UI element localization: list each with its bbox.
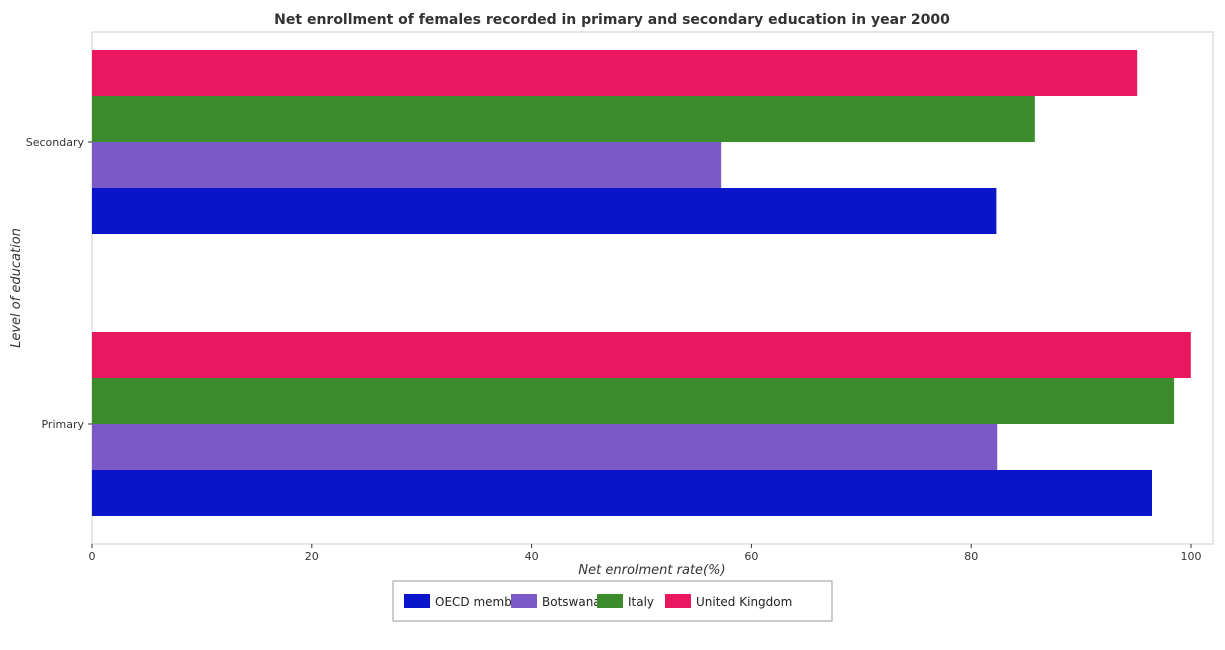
x-tick-label: 100 xyxy=(1181,550,1202,563)
legend-label-oecd-members: OECD members xyxy=(435,595,530,609)
legend-swatch-united-kingdom xyxy=(665,594,691,608)
x-axis-ticks: 0 20 40 60 80 100 xyxy=(89,544,1202,563)
bar-primary-botswana xyxy=(92,424,998,470)
x-tick-label: 60 xyxy=(744,550,758,563)
bar-secondary-italy xyxy=(92,96,1035,142)
legend-swatch-oecd-members xyxy=(404,594,430,608)
bar-primary-oecd-members xyxy=(92,470,1153,516)
bar-secondary-oecd-members xyxy=(92,188,997,234)
bar-secondary-united-kingdom xyxy=(92,50,1138,96)
bar-primary-italy xyxy=(92,378,1175,424)
x-axis-label: Net enrolment rate(%) xyxy=(578,563,725,578)
legend-swatch-botswana xyxy=(511,594,537,608)
x-tick-label: 20 xyxy=(305,550,319,563)
chart-title: Net enrollment of females recorded in pr… xyxy=(274,12,950,28)
x-tick-label: 80 xyxy=(964,550,978,563)
legend-label-italy: Italy xyxy=(628,595,654,609)
y-tick-label-secondary: Secondary xyxy=(26,136,85,149)
legend-swatch-italy xyxy=(597,594,623,608)
x-tick-label: 40 xyxy=(525,550,539,563)
x-tick-label: 0 xyxy=(89,550,96,563)
legend: OECD members Botswana Italy United Kingdom xyxy=(392,580,833,622)
bar-secondary-botswana xyxy=(92,142,722,188)
legend-label-botswana: Botswana xyxy=(542,595,601,609)
bars-layer xyxy=(92,50,1191,516)
bar-primary-united-kingdom xyxy=(92,332,1191,378)
y-axis-ticks: Primary Secondary xyxy=(26,136,92,431)
y-tick-label-primary: Primary xyxy=(41,418,84,431)
y-axis-label: Level of education xyxy=(9,228,24,348)
legend-label-united-kingdom: United Kingdom xyxy=(696,595,792,609)
